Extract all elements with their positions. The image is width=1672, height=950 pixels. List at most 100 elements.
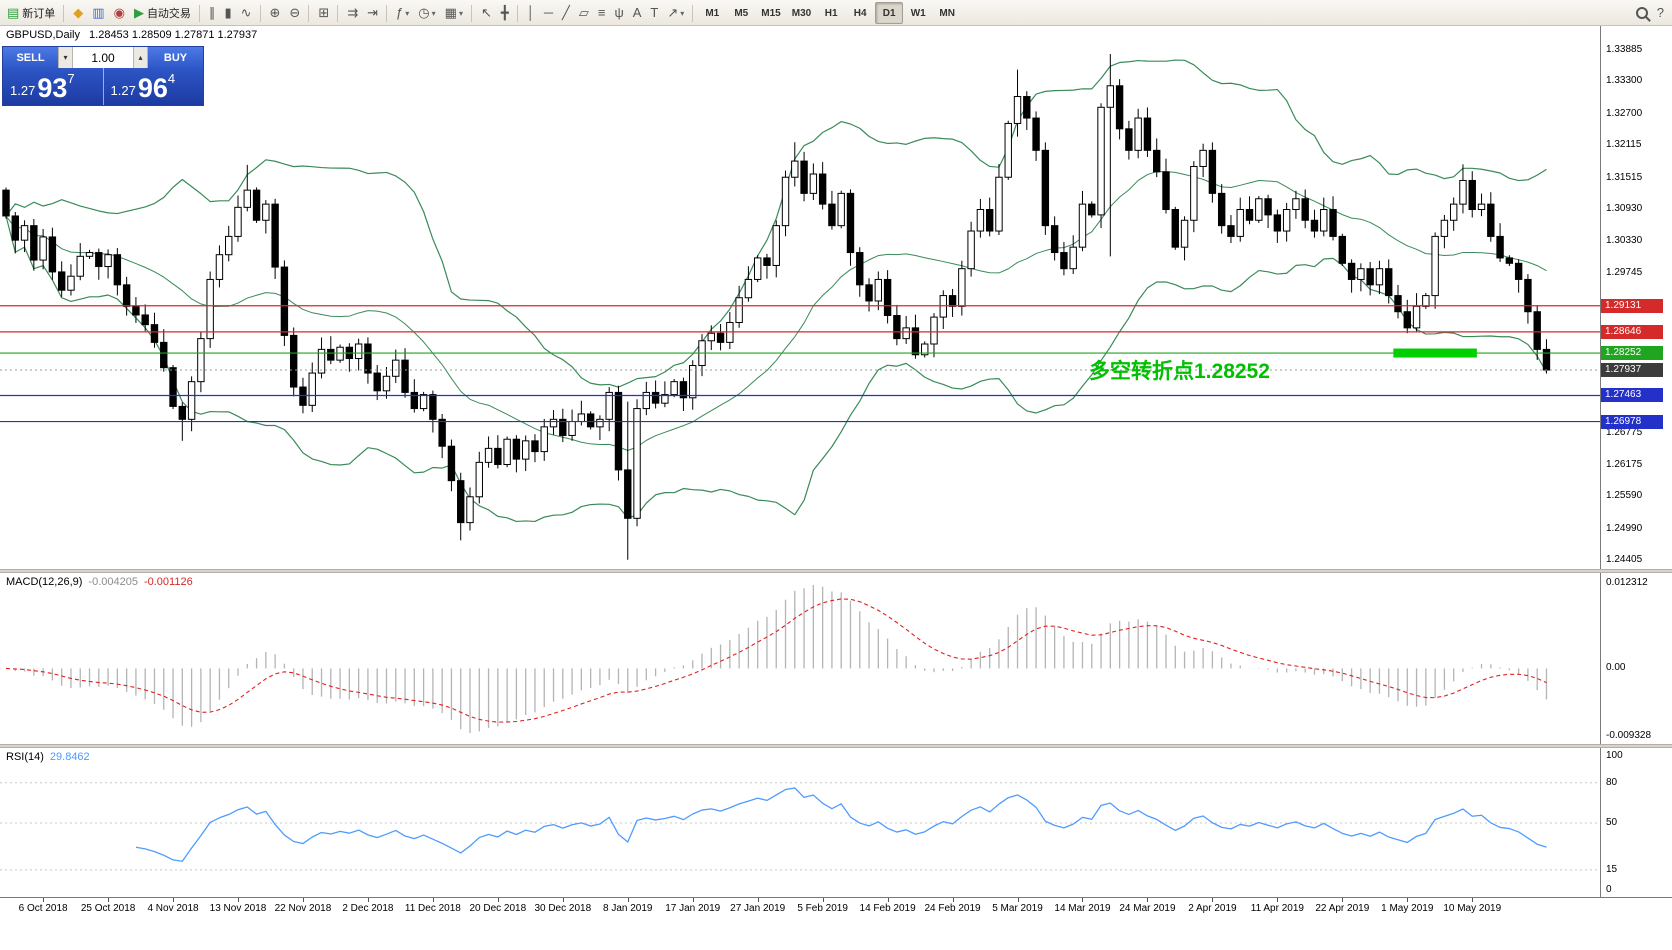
candle-bull bbox=[735, 297, 743, 323]
search-icon bbox=[1635, 7, 1648, 19]
price-chart-plot[interactable] bbox=[0, 26, 1600, 569]
toolbar-separator bbox=[63, 4, 65, 22]
templates-icon: ▦ bbox=[444, 5, 457, 20]
macd-panel[interactable]: MACD(12,26,9) -0.004205 -0.001126 0.012312… bbox=[0, 573, 1672, 744]
timeframe-m1-button[interactable]: M1 bbox=[705, 7, 720, 19]
buy-price-area[interactable]: 1.27 96 4 bbox=[104, 68, 204, 105]
ohlc-values: 1.28453 1.28509 1.27871 1.27937 bbox=[89, 29, 258, 41]
timeframe-mn-button[interactable]: MN bbox=[939, 7, 955, 19]
candle-bull bbox=[104, 254, 112, 268]
volume-down-button[interactable] bbox=[58, 47, 73, 68]
candle-bear bbox=[252, 189, 261, 221]
sell-price-area[interactable]: 1.27 93 7 bbox=[3, 68, 104, 105]
auto-scroll-button[interactable]: ⇉ bbox=[343, 2, 362, 24]
candle-bear bbox=[122, 284, 131, 307]
volume-input[interactable] bbox=[73, 47, 133, 68]
time-axis-tick bbox=[497, 898, 499, 902]
timeframe-m30-button[interactable]: M30 bbox=[791, 7, 812, 19]
autotrading-button[interactable]: ▶ 自动交易 bbox=[130, 2, 195, 24]
chart-shift-button[interactable]: ⇥ bbox=[363, 2, 382, 24]
text-label-button[interactable]: T bbox=[646, 2, 662, 24]
indicators-button[interactable]: ƒ bbox=[392, 2, 413, 24]
fibonacci-button[interactable]: ≡ bbox=[594, 2, 610, 24]
chart-annotation-text[interactable]: 多空转折点1.28252 bbox=[1089, 360, 1270, 383]
time-axis-tick bbox=[887, 898, 889, 902]
candle-bear bbox=[150, 324, 159, 343]
candle-bear bbox=[679, 381, 688, 399]
tile-windows-button[interactable]: ⊞ bbox=[314, 2, 333, 24]
line-chart-button[interactable]: ∿ bbox=[237, 2, 256, 24]
horizontal-line-button[interactable]: ─ bbox=[540, 2, 557, 24]
candle-bear bbox=[651, 391, 660, 404]
sell-button[interactable]: SELL bbox=[3, 47, 58, 68]
rsi-axis-separator bbox=[1600, 748, 1601, 897]
candle-bear bbox=[57, 271, 66, 291]
arrow-tools-button[interactable]: ↗ bbox=[663, 2, 688, 24]
zoom-out-button[interactable]: ⊖ bbox=[285, 2, 304, 24]
panel-splitter[interactable] bbox=[0, 744, 1672, 748]
metaeditor-button[interactable]: ◆ bbox=[69, 2, 87, 24]
timeframe-h1-button[interactable]: H1 bbox=[824, 7, 838, 19]
new-order-button[interactable]: ▤ 新订单 bbox=[3, 2, 59, 24]
candle-bull bbox=[1199, 149, 1207, 167]
rsi-panel[interactable]: RSI(14) 29.8462 100 80 50 15 0 bbox=[0, 748, 1672, 897]
timeframe-m15-button[interactable]: M15 bbox=[761, 7, 781, 19]
crosshair-icon: ╋ bbox=[500, 5, 509, 20]
templates-button[interactable]: ▦ bbox=[441, 2, 467, 24]
new-order-icon: ▤ bbox=[7, 5, 20, 20]
candle-bear bbox=[11, 215, 19, 241]
zoom-in-button[interactable]: ⊕ bbox=[266, 2, 285, 24]
toolbar-separator bbox=[692, 4, 694, 22]
sell-price-small: 1.27 bbox=[10, 83, 36, 98]
market-watch-button[interactable]: ▥ bbox=[88, 2, 108, 24]
volume-up-button[interactable] bbox=[133, 47, 148, 68]
candle-bear bbox=[1273, 214, 1282, 232]
time-axis-label: 20 Dec 2018 bbox=[469, 903, 527, 914]
candle-bear bbox=[30, 225, 38, 261]
navigator-button[interactable]: ◉ bbox=[110, 2, 129, 24]
timeframe-m5-button[interactable]: M5 bbox=[734, 7, 749, 19]
pitchfork-button[interactable]: ψ bbox=[610, 2, 627, 24]
candle-bear bbox=[1366, 268, 1374, 286]
candle-bull bbox=[874, 278, 883, 302]
candle-bull bbox=[85, 252, 94, 257]
cursor-button[interactable]: ↖ bbox=[477, 2, 496, 24]
candle-bear bbox=[1468, 179, 1476, 211]
time-axis-label: 11 Dec 2018 bbox=[404, 903, 461, 914]
candle-bull bbox=[1412, 305, 1421, 329]
trendline-button[interactable]: ╱ bbox=[558, 2, 574, 24]
periods-button[interactable]: ◷ bbox=[414, 2, 439, 24]
bar-chart-button[interactable]: ∥ bbox=[205, 2, 220, 24]
time-axis[interactable]: 6 Oct 2018 25 Oct 2018 4 Nov 2018 13 Nov 20… bbox=[0, 897, 1672, 920]
bollinger-bands bbox=[5, 59, 1547, 523]
candlestick-chart-button[interactable]: ▮ bbox=[220, 2, 235, 24]
panel-splitter[interactable] bbox=[0, 569, 1672, 573]
timeframe-d1-button[interactable]: D1 bbox=[875, 2, 904, 24]
macd-plot[interactable] bbox=[0, 573, 1600, 744]
candle-bear bbox=[141, 314, 149, 326]
search-button[interactable] bbox=[1632, 2, 1652, 24]
price-axis-label: 1.33885 bbox=[1606, 44, 1643, 55]
text-button[interactable]: A bbox=[629, 2, 646, 24]
candle-bear bbox=[447, 445, 456, 482]
timeframe-h4-button[interactable]: H4 bbox=[853, 7, 867, 19]
help-button[interactable]: ? bbox=[1653, 2, 1668, 24]
vertical-line-button[interactable]: │ bbox=[523, 2, 539, 24]
rsi-axis-label: 50 bbox=[1606, 817, 1618, 828]
time-axis-tick bbox=[562, 898, 564, 902]
toolbar-separator bbox=[259, 4, 261, 22]
candle-bull bbox=[540, 426, 548, 453]
candle-bear bbox=[1032, 117, 1040, 151]
support-zone-rectangle[interactable] bbox=[1393, 348, 1477, 358]
time-axis-label: 11 Apr 2019 bbox=[1250, 903, 1304, 914]
time-axis-tick bbox=[822, 898, 824, 902]
time-axis-label: 5 Mar 2019 bbox=[992, 903, 1043, 914]
price-chart-panel[interactable]: GBPUSD,Daily 1.28453 1.28509 1.27871 1.2… bbox=[0, 26, 1672, 569]
candle-bear bbox=[280, 266, 289, 336]
crosshair-button[interactable]: ╋ bbox=[497, 2, 513, 24]
buy-button[interactable]: BUY bbox=[148, 47, 203, 68]
candle-bear bbox=[828, 203, 836, 227]
rsi-plot[interactable] bbox=[0, 748, 1600, 897]
channel-button[interactable]: ▱ bbox=[575, 2, 593, 24]
timeframe-w1-button[interactable]: W1 bbox=[910, 7, 926, 19]
